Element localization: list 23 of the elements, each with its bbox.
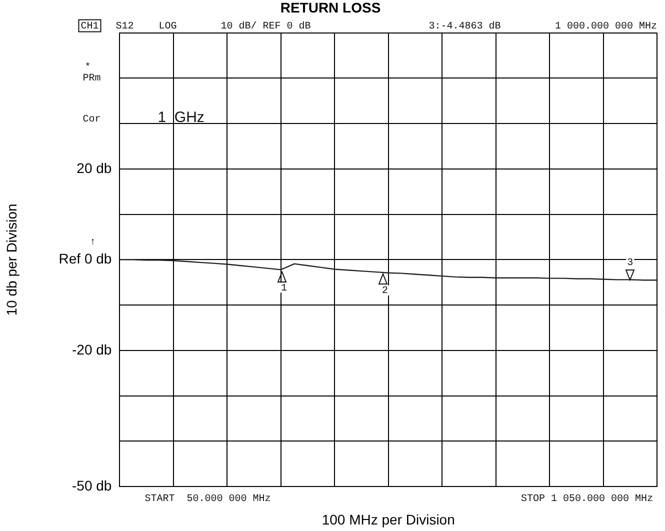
text: 1 000.000 000 MHz bbox=[554, 21, 657, 32]
text: LOG bbox=[158, 21, 177, 32]
text: ↑ bbox=[90, 237, 96, 248]
text: PRm bbox=[82, 73, 101, 84]
y-tick-label: -20 db bbox=[72, 341, 112, 358]
annotation: 3 bbox=[627, 258, 634, 269]
text: 10 dB/ REF 0 dB bbox=[220, 20, 311, 32]
chart-title: RETURN LOSS bbox=[280, 0, 381, 16]
y-tick-label: -50 db bbox=[72, 477, 112, 494]
annotation: 1 bbox=[280, 283, 287, 294]
text: STOP 1 050.000 000 MHz bbox=[520, 494, 653, 506]
text: 3:-4.4863 dB bbox=[428, 20, 501, 32]
y-tick-label: 20 db bbox=[76, 160, 112, 176]
y-tick-label: Ref 0 db bbox=[58, 250, 112, 267]
text: START 50.000 000 MHz bbox=[144, 494, 271, 506]
text: CH1 bbox=[80, 21, 99, 32]
annotation: 1 GHz bbox=[158, 108, 204, 126]
annotation: 2 bbox=[382, 286, 388, 298]
x-axis-title: 100 MHz per Division bbox=[322, 511, 455, 528]
text: * bbox=[84, 61, 91, 74]
text: Cor bbox=[82, 114, 101, 126]
y-axis-title: 10 db per Division bbox=[3, 204, 20, 316]
text: S12 bbox=[116, 21, 134, 32]
